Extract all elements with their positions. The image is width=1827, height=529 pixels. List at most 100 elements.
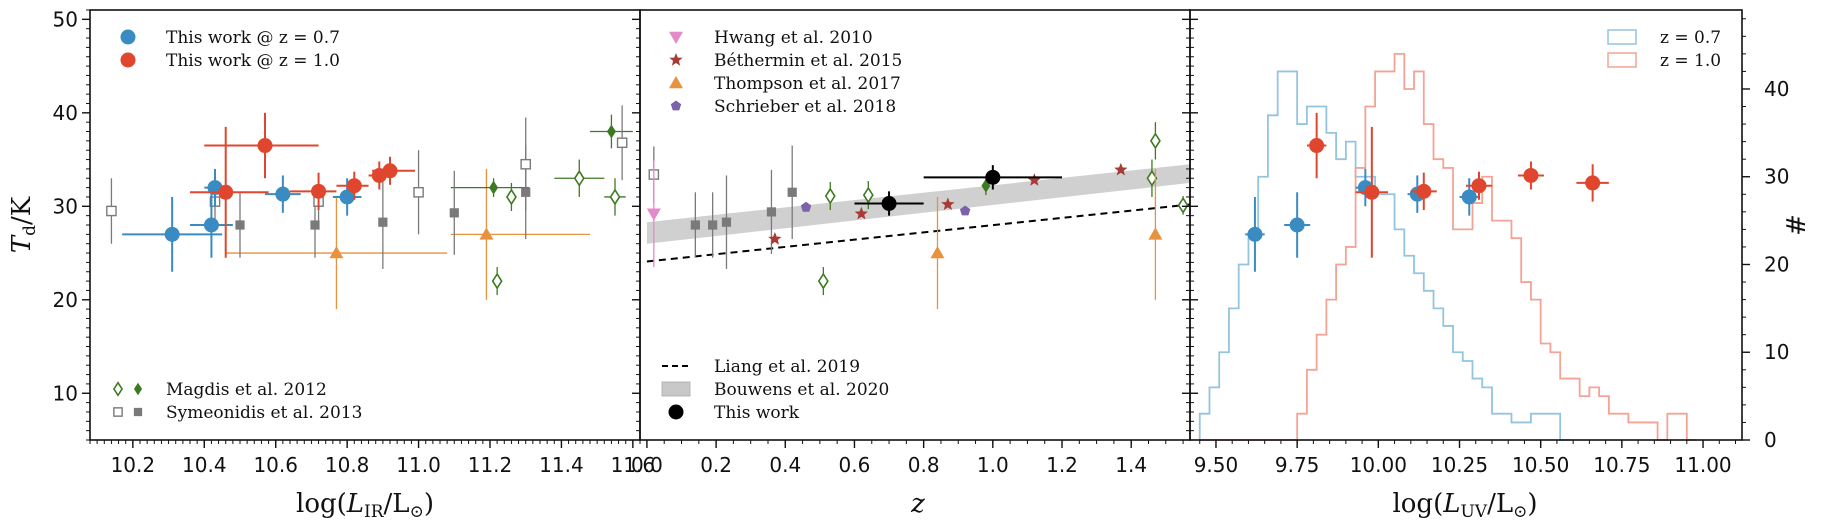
p0-legend-symeonidis-label: Symeonidis et al. 2013 xyxy=(166,403,362,423)
p0-xtick-label-5: 11.2 xyxy=(468,453,513,477)
p1-xtick-label-6: 1.2 xyxy=(1046,453,1078,477)
p0-ytick-label-4: 50 xyxy=(53,7,78,31)
p0-s2-pt5 xyxy=(609,188,621,206)
panel-ir-legend-bottom: Magdis et al. 2012 Symeonidis et al. 2013 xyxy=(112,380,362,423)
p1-legend-schrieber-label: Schrieber et al. 2018 xyxy=(714,97,896,117)
p0-legend-magdis-handle xyxy=(133,382,143,396)
p1-legend-bouwens-label: Bouwens et al. 2020 xyxy=(714,380,889,400)
p1-legend-bouwens-handle xyxy=(661,381,691,397)
p2-s3-pt2 xyxy=(1416,183,1432,199)
p0-s2-pt2 xyxy=(491,272,503,290)
p1-s2-pt2 xyxy=(941,197,955,211)
panel-uv-data xyxy=(1198,52,1697,441)
hist-z10 xyxy=(1199,52,1697,441)
p0-s2-pt1 xyxy=(606,124,616,139)
p0-xtick-label-1: 10.4 xyxy=(182,453,227,477)
p1-s2-pt4 xyxy=(1114,162,1128,176)
p2-legend-z10-handle xyxy=(1607,52,1637,68)
panel-uv-ylabel-right: # xyxy=(1782,214,1812,236)
p1-s0-pt0 xyxy=(881,196,897,211)
p1-s3-pt0 xyxy=(930,246,945,259)
p0-s3-pt2 xyxy=(378,217,388,227)
p1-xtick-label-1: 0.2 xyxy=(700,453,732,477)
p1-legend-bethermin-label: Béthermin et al. 2015 xyxy=(714,51,902,71)
p0-xtick-label-6: 11.4 xyxy=(539,453,584,477)
panel-uv-axes: 9.50 9.75 10.00 10.25 10.50 10.75 11.00 0 10 20 30… xyxy=(1190,9,1789,477)
panel-uv-xlabel: log(LUV/L⊙) xyxy=(1392,489,1537,522)
p0-legend-red-label: This work @ z = 1.0 xyxy=(166,51,340,71)
p0-s0-pt3 xyxy=(275,186,291,202)
p1-s5-pt2 xyxy=(824,187,836,205)
p2-xtick-label-4: 10.50 xyxy=(1512,453,1569,477)
p1-legend-thompson-handle xyxy=(669,76,683,89)
p2-s2-pt4 xyxy=(1461,189,1477,205)
p0-s1-pt2 xyxy=(311,183,327,199)
panel-ir-axes: 10.2 10.4 10.6 10.8 11.0 11.2 11.4 11.6 10 20 30 40… xyxy=(53,7,656,477)
p0-s4-pt0 xyxy=(329,246,344,259)
p1-s5-pt5 xyxy=(1149,132,1161,150)
p2-xtick-label-0: 9.50 xyxy=(1194,453,1239,477)
p0-s4-pt1 xyxy=(479,227,494,240)
p1-s2-pt0 xyxy=(768,232,782,245)
p0-ytick-label-3: 40 xyxy=(53,101,78,125)
p0-legend-blue-handle xyxy=(120,29,136,45)
p2-legend-z10-label: z = 1.0 xyxy=(1660,51,1721,71)
p2-ytick-right-label-3: 30 xyxy=(1764,165,1789,189)
p2-s3-pt1 xyxy=(1364,184,1380,200)
p0-s3-pt5 xyxy=(106,205,117,217)
p1-s6-pt1 xyxy=(708,220,718,230)
p2-xtick-label-1: 9.75 xyxy=(1275,453,1320,477)
panel-uv-frame xyxy=(1189,9,1743,441)
p2-xtick-label-5: 10.75 xyxy=(1593,453,1650,477)
p0-s1-pt0 xyxy=(218,184,234,200)
p1-s1-pt0 xyxy=(646,208,661,221)
p2-s3-pt4 xyxy=(1523,167,1539,183)
p1-s5-pt3 xyxy=(862,186,874,204)
p2-xtick-label-2: 10.00 xyxy=(1350,453,1407,477)
p0-s1-pt3 xyxy=(346,178,362,194)
p1-s2-pt3 xyxy=(1027,173,1041,186)
panel-uv: 9.50 9.75 10.00 10.25 10.50 10.75 11.00 0 10 20 30… xyxy=(1189,9,1812,522)
p0-xtick-label-3: 10.8 xyxy=(325,453,370,477)
p1-legend-hwang-label: Hwang et al. 2010 xyxy=(714,28,873,48)
p1-legend-bethermin-handle xyxy=(669,53,683,66)
p1-s6-pt4 xyxy=(787,187,797,197)
p2-xtick-label-6: 11.00 xyxy=(1674,453,1731,477)
p2-legend-z07-handle xyxy=(1607,29,1637,45)
p0-xtick-label-0: 10.2 xyxy=(111,453,156,477)
p1-s6-pt3 xyxy=(766,207,777,217)
p2-s2-pt0 xyxy=(1247,226,1263,242)
panel-ir-data xyxy=(106,105,633,310)
p1-s4-pt0 xyxy=(800,201,812,212)
p0-legend-symeonidis-handle-hollow xyxy=(113,407,123,417)
p1-xtick-label-4: 0.8 xyxy=(908,453,940,477)
p2-ytick-right-label-4: 40 xyxy=(1764,77,1789,101)
p1-s6-pt0 xyxy=(690,220,700,230)
p2-s2-pt1 xyxy=(1289,217,1305,233)
panel-ir-ylabel: Td/K xyxy=(7,196,40,253)
p0-s2-pt3 xyxy=(505,188,517,206)
p0-ytick-label-1: 20 xyxy=(53,288,78,312)
panel-z-legend-bottom: Liang et al. 2019 Bouwens et al. 2020 This… xyxy=(661,357,889,423)
p1-s6-pt2 xyxy=(721,217,732,227)
p0-s3-pt10 xyxy=(616,137,628,149)
p0-legend-magdis-handle-hollow xyxy=(112,381,124,397)
p1-xtick-label-7: 1.4 xyxy=(1115,453,1147,477)
p0-xtick-label-2: 10.6 xyxy=(253,453,298,477)
p0-legend-magdis-label: Magdis et al. 2012 xyxy=(166,380,327,400)
p0-s1-pt1 xyxy=(257,138,273,154)
p1-s5-pt6 xyxy=(1177,196,1189,214)
panel-z-xlabel: z xyxy=(910,489,925,519)
p1-legend-thiswork-handle xyxy=(668,404,684,420)
p1-legend-thompson-label: Thompson et al. 2017 xyxy=(714,74,901,94)
p0-s1-pt5 xyxy=(382,163,398,179)
p0-ytick-label-2: 30 xyxy=(53,194,78,218)
p2-s3-pt0 xyxy=(1309,138,1325,154)
p0-s2-pt4 xyxy=(573,169,585,187)
p2-ytick-right-label-0: 0 xyxy=(1764,428,1777,452)
p0-legend-red-handle xyxy=(120,52,136,68)
p0-s0-pt4 xyxy=(339,189,355,205)
p1-legend-thiswork-label: This work xyxy=(714,403,800,423)
panel-ir-legend-top: This work @ z = 0.7 This work @ z = 1.0 xyxy=(120,28,340,71)
